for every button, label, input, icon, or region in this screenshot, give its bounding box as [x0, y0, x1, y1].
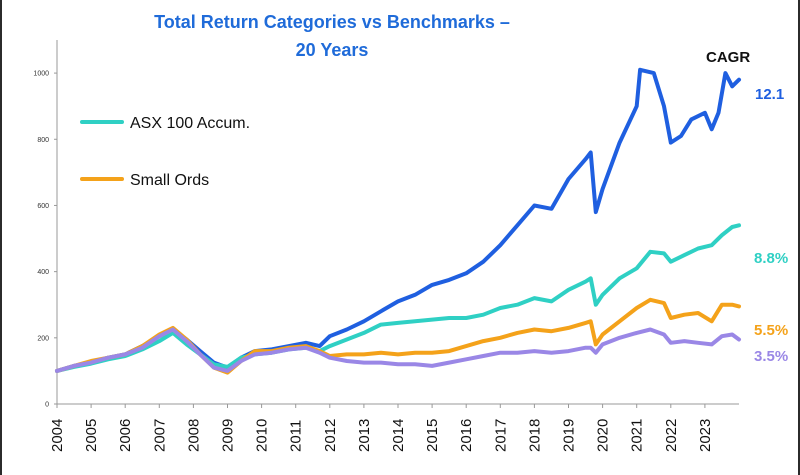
x-tick-label: 2008	[185, 419, 202, 452]
x-tick-label: 2020	[595, 419, 612, 452]
legend-item-small-ords: Small Ords	[80, 172, 209, 189]
x-tick-label: 2013	[356, 419, 373, 452]
end-label-small: 5.5%	[754, 322, 788, 339]
x-tick-label: 2021	[629, 419, 646, 452]
x-tick-label: 2010	[254, 419, 271, 452]
legend-label-small: Small Ords	[130, 172, 209, 189]
series-lines	[55, 67, 741, 375]
x-tick-label: 2005	[83, 419, 100, 452]
x-tick-label: 2011	[288, 420, 305, 452]
x-tick-label: 2014	[390, 419, 407, 452]
end-label-top: 12.1	[755, 86, 784, 103]
x-tick-label: 2018	[526, 419, 543, 452]
x-tick-label: 2004	[49, 419, 66, 452]
x-tick-label: 2012	[322, 419, 339, 452]
y-tick-label: 200	[37, 335, 49, 342]
chart-title: Total Return Categories vs Benchmarks – …	[82, 8, 582, 64]
x-tick-label: 2015	[424, 419, 441, 452]
legend-label-asx: ASX 100 Accum.	[130, 115, 250, 132]
y-tick-label: 0	[45, 402, 49, 409]
legend: ASX 100 Accum. Small Ords	[80, 115, 250, 189]
x-tick-label: 2017	[492, 419, 509, 452]
end-label-bottom: 3.5%	[754, 348, 788, 365]
end-label-asx: 8.8%	[754, 250, 788, 267]
x-tick-label: 2022	[663, 419, 680, 452]
series-line-bottom	[55, 327, 741, 373]
chart-title-line-2: 20 Years	[295, 40, 369, 60]
legend-item-asx-100-accum: ASX 100 Accum.	[80, 115, 250, 132]
y-tick-label: 800	[37, 137, 49, 144]
x-tick-label: 2006	[117, 419, 134, 452]
x-tick-label: 2019	[561, 419, 578, 452]
series-line-asx	[55, 223, 741, 373]
x-tick-label: 2016	[458, 419, 475, 452]
x-tick-label: 2007	[151, 419, 168, 452]
y-tick-label: 600	[37, 203, 49, 210]
y-axis-ticks: 0 200 400 600 800 1000	[33, 71, 57, 409]
x-tick-label: 2009	[220, 419, 237, 452]
chart-title-line-1: Total Return Categories vs Benchmarks –	[154, 12, 510, 32]
y-tick-label: 1000	[33, 71, 49, 78]
cagr-header: CAGR	[706, 49, 750, 66]
y-tick-label: 400	[37, 269, 49, 276]
x-tick-label: 2023	[697, 419, 714, 452]
x-axis-ticks: 2004 2005 2006 2007 2008 2009 2010 2011 2012 2013…	[49, 404, 714, 452]
